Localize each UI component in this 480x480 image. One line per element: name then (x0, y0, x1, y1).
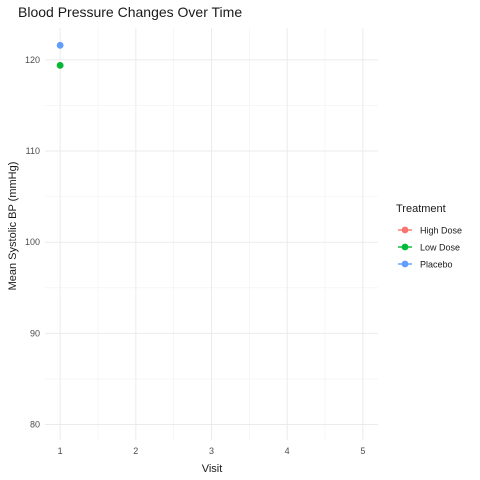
legend-label: Placebo (420, 260, 453, 270)
y-tick-label: 80 (30, 420, 40, 430)
chart-title: Blood Pressure Changes Over Time (18, 4, 242, 20)
y-axis-ticks: 80 90 100 110 120 (25, 55, 40, 430)
y-tick-label: 100 (25, 237, 40, 247)
legend: Treatment High Dose Low Dose Placebo (396, 203, 462, 270)
x-tick-label: 1 (58, 446, 63, 456)
x-tick-label: 5 (360, 446, 365, 456)
legend-title: Treatment (396, 203, 446, 215)
x-tick-label: 4 (285, 446, 290, 456)
legend-key-point (401, 243, 409, 251)
y-tick-label: 90 (30, 328, 40, 338)
x-tick-label: 3 (209, 446, 214, 456)
x-axis-ticks: 1 2 3 4 5 (58, 446, 366, 456)
legend-label: Low Dose (420, 243, 460, 253)
y-axis-label: Mean Systolic BP (mmHg) (7, 162, 19, 291)
x-axis-label: Visit (202, 463, 223, 475)
data-point (56, 41, 64, 49)
grid (45, 28, 378, 440)
x-tick-label: 2 (133, 446, 138, 456)
y-tick-label: 110 (26, 146, 40, 156)
legend-key-point (401, 260, 409, 268)
data-points (56, 41, 64, 69)
data-point (56, 61, 64, 69)
y-tick-label: 120 (25, 55, 40, 65)
legend-label: High Dose (420, 226, 462, 236)
legend-key-point (401, 226, 409, 234)
